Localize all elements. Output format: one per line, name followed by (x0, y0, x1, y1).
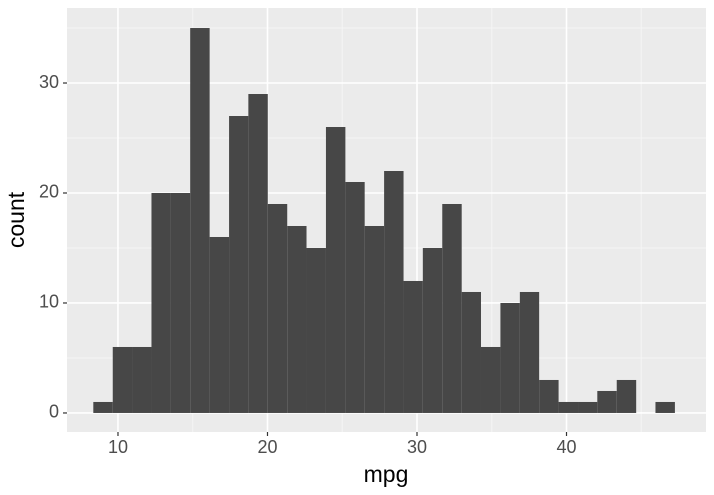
bar (170, 192, 191, 413)
bar (112, 346, 133, 413)
bar (558, 401, 579, 413)
bar (403, 280, 423, 413)
bar (132, 346, 152, 413)
bar (325, 127, 346, 413)
bar (248, 94, 268, 413)
bar (461, 291, 481, 413)
bar (422, 247, 443, 413)
bar (190, 28, 210, 413)
y-tick-label: 20 (39, 182, 59, 202)
bar (287, 225, 307, 413)
bar (578, 401, 598, 413)
y-tick-label: 0 (49, 402, 59, 422)
bar (229, 116, 249, 413)
x-tick-label: 10 (108, 437, 128, 457)
y-tick-label: 10 (39, 292, 59, 312)
bar (539, 379, 559, 413)
bar (500, 302, 520, 413)
x-tick-label: 40 (556, 437, 576, 457)
x-tick-label: 20 (257, 437, 277, 457)
bar (267, 203, 288, 413)
bar (519, 291, 540, 413)
bar (306, 247, 326, 413)
bar (151, 192, 171, 413)
bar (364, 225, 385, 413)
bar (93, 401, 113, 413)
bar (384, 171, 404, 413)
bar (442, 203, 462, 413)
bar (616, 379, 637, 413)
y-tick-label: 30 (39, 72, 59, 92)
bar (209, 236, 230, 413)
bar (480, 346, 501, 413)
bar (597, 390, 617, 413)
x-axis-title: mpg (364, 461, 409, 487)
bar (345, 181, 365, 413)
y-axis-title: count (3, 191, 29, 248)
x-tick-label: 30 (407, 437, 427, 457)
bar (655, 401, 675, 413)
